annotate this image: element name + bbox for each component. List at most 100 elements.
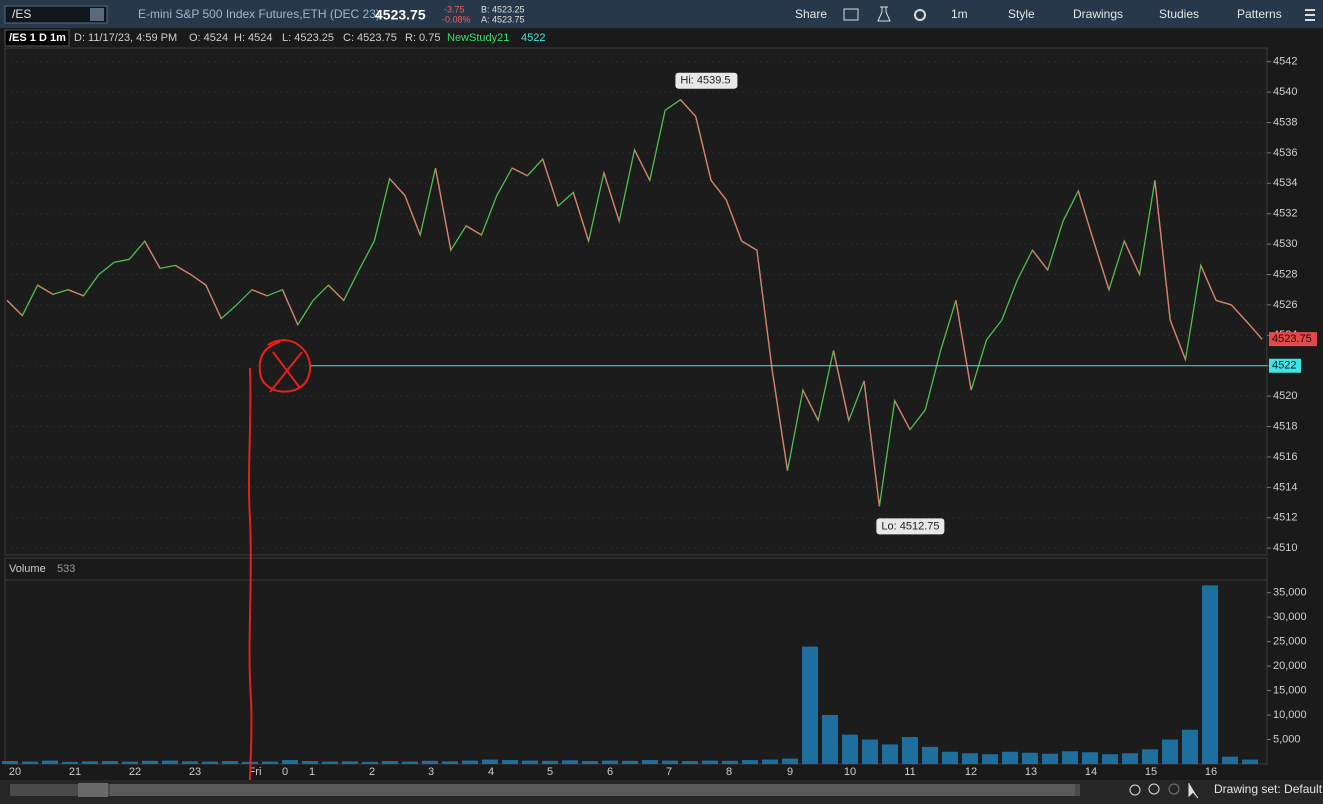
interval-button[interactable]: 1m: [951, 7, 968, 21]
volume-bar: [282, 760, 298, 764]
down-segment: [144, 240, 161, 269]
down-segment: [1200, 265, 1217, 301]
x-tick-label: 13: [1025, 766, 1037, 778]
volume-bar: [142, 760, 158, 764]
volume-bar: [842, 734, 858, 764]
y-tick-label: 5,000: [1273, 733, 1301, 745]
down-segment: [6, 299, 23, 317]
volume-bar: [222, 761, 238, 764]
zoom-out-icon[interactable]: [1168, 783, 1180, 795]
y-tick-label: 4518: [1273, 420, 1297, 432]
volume-bar: [1102, 754, 1118, 764]
down-segment: [67, 289, 84, 297]
low-label-box: [876, 518, 945, 535]
volume-bar: [302, 761, 318, 764]
volume-bar: [1242, 759, 1258, 764]
cursor-icon[interactable]: [1188, 783, 1199, 799]
settings-icon[interactable]: [914, 9, 926, 21]
volume-bar: [442, 761, 458, 764]
symbol[interactable]: /ES: [12, 7, 31, 21]
volume-bar: [322, 761, 338, 764]
y-tick-label: 4510: [1273, 542, 1297, 554]
crosshair-icon[interactable]: [1129, 784, 1141, 796]
down-segment: [802, 389, 819, 421]
down-segment: [175, 264, 191, 276]
down-segment: [894, 400, 911, 430]
y-tick-label: 30,000: [1273, 611, 1307, 623]
x-tick-label: 11: [904, 766, 915, 778]
share-button[interactable]: Share: [795, 7, 827, 21]
y-tick-label: 4514: [1273, 481, 1297, 493]
down-segment: [205, 284, 222, 319]
volume-bar: [1042, 753, 1058, 764]
volume-bar: [102, 761, 118, 764]
lab-icon[interactable]: [877, 6, 891, 22]
y-tick-label: 4516: [1273, 451, 1297, 463]
open: O: 4524: [189, 32, 228, 44]
icon-button[interactable]: [843, 8, 859, 21]
range: R: 0.75: [405, 32, 440, 44]
volume-header: [4, 557, 1268, 581]
volume-bar: [922, 746, 938, 764]
date: D: 11/17/23, 4:59 PM: [74, 32, 177, 44]
down-segment: [725, 199, 743, 242]
menu-icon[interactable]: [1305, 9, 1315, 21]
y-tick-label: 4538: [1273, 116, 1297, 128]
x-tick-label: 21: [69, 766, 81, 778]
y-tick-label: 4532: [1273, 208, 1297, 220]
style-button[interactable]: Style: [1008, 7, 1035, 21]
down-segment: [465, 225, 482, 236]
scroll-home[interactable]: [78, 783, 108, 797]
y-tick-label: 4540: [1273, 86, 1297, 98]
volume-bar: [382, 761, 398, 764]
down-segment: [863, 380, 881, 507]
y-tick-label: 25,000: [1273, 636, 1307, 648]
symbol-box[interactable]: [4, 5, 108, 24]
down-segment: [542, 158, 559, 207]
volume-bar: [702, 760, 718, 764]
zoom-in-icon[interactable]: [1148, 783, 1160, 795]
down-segment: [1169, 319, 1187, 360]
down-segment: [1031, 249, 1049, 271]
close: C: 4523.75: [343, 32, 397, 44]
patterns-button[interactable]: Patterns: [1237, 7, 1282, 21]
drawings-button[interactable]: Drawings: [1073, 7, 1123, 21]
x-tick-label: 10: [844, 766, 856, 778]
volume-bar: [1142, 749, 1158, 764]
volume-bar: [962, 753, 978, 764]
volume-bar: [62, 761, 78, 764]
last-price: 4523.75: [375, 7, 426, 23]
volume-bar: [642, 760, 658, 764]
change-pct: -0.08%: [442, 14, 471, 24]
volume-current: 533: [57, 563, 75, 575]
volume-bar: [262, 761, 278, 764]
last-price-box: [1269, 332, 1317, 347]
volume-bar: [1122, 753, 1138, 764]
volume-bar: [902, 737, 918, 764]
volume-bar: [782, 758, 798, 764]
x-tick-label: 4: [488, 766, 494, 778]
volume-bar: [362, 761, 378, 764]
x-tick-label: 20: [9, 766, 21, 778]
y-tick-label: 4528: [1273, 268, 1297, 280]
low: L: 4523.25: [282, 32, 334, 44]
x-tick-label: 23: [189, 766, 201, 778]
last-price-label: 4523.75: [1272, 333, 1312, 345]
down-segment: [434, 167, 452, 251]
x-tick-label: 7: [666, 766, 672, 778]
volume-title: Volume: [9, 563, 46, 575]
down-segment: [190, 273, 207, 286]
volume-bar: [82, 761, 98, 764]
down-segment: [1230, 304, 1248, 323]
studies-button[interactable]: Studies: [1159, 7, 1199, 21]
volume-bar: [1182, 729, 1198, 764]
volume-bar: [662, 760, 678, 764]
symbol-dropdown[interactable]: [90, 8, 104, 21]
scroll-thumb[interactable]: [110, 784, 1075, 796]
volume-bar: [822, 715, 838, 764]
study-price-box: [1269, 358, 1301, 373]
header-bg: [0, 28, 1323, 48]
price-pane: [4, 47, 1268, 556]
volume-bar: [1202, 585, 1218, 764]
